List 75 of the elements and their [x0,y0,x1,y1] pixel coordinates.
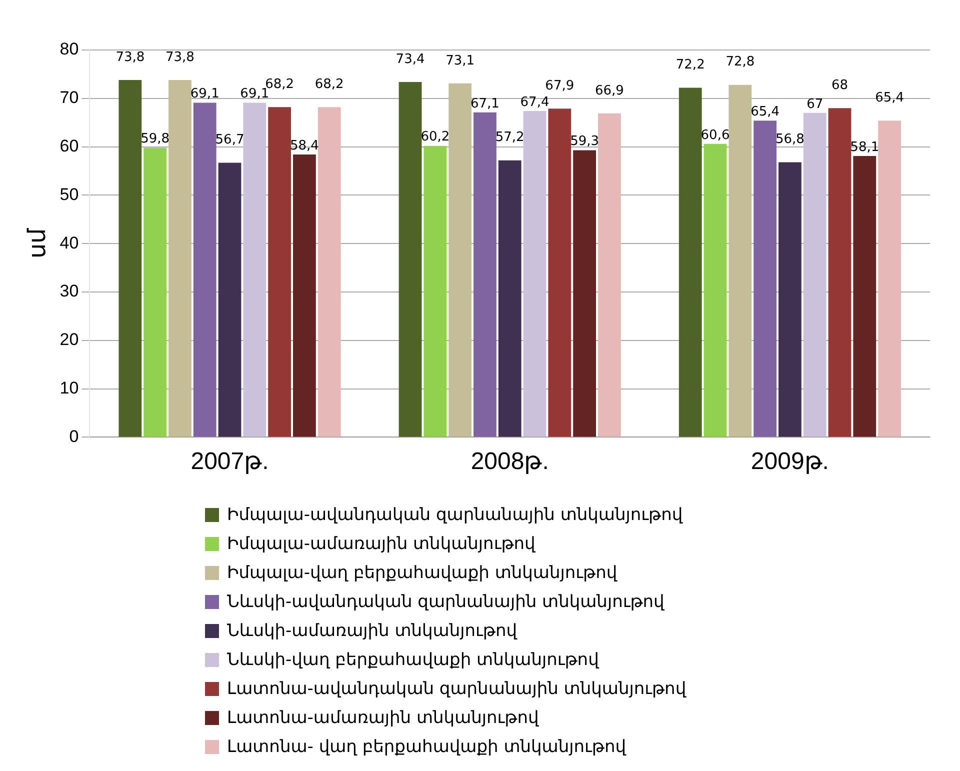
bar [168,80,192,437]
bar [293,154,316,437]
data-label: 72,2 [676,58,705,73]
y-tick-label: 70 [60,88,79,108]
data-label: 56,7 [215,132,244,148]
data-label: 60,2 [420,130,450,145]
bar [448,83,472,437]
bar [523,110,546,437]
data-label: 73,8 [165,50,194,65]
data-label: 66,9 [594,83,624,98]
bar [754,120,777,437]
bar [424,146,447,437]
data-label: 68,2 [314,76,344,92]
bar [268,107,292,437]
legend-label: Լատոնա-ավանդական զարնանային տնկանյութով [227,678,686,698]
data-label: 58,4 [290,138,319,154]
y-tick-label: 80 [60,40,79,59]
data-label: 68,2 [265,76,294,92]
data-label: 58,1 [850,140,880,155]
bar [853,156,876,437]
bar [193,102,216,437]
data-label: 72,8 [726,54,755,70]
bar [548,108,572,437]
y-axis-title: սմ [24,228,52,259]
x-tick-label: 2009թ. [750,448,829,476]
legend-label: Իմպալա-ավանդական զարնանային տնկանյութով [227,504,683,524]
bar [573,150,596,437]
x-tick-label: 2008թ. [470,448,549,476]
bar [878,120,901,437]
data-label: 59,8 [140,132,170,147]
bar [398,82,422,437]
data-label: 73,4 [396,52,425,67]
y-tick-label: 60 [60,136,79,156]
data-label: 67 [806,96,824,112]
data-label: 56,8 [775,132,804,148]
data-label: 67,4 [520,94,550,110]
bar [144,148,167,437]
data-label: 57,2 [495,130,524,146]
y-tick-label: 40 [60,233,79,252]
bar [218,162,242,437]
bar [598,113,621,437]
bar [118,80,142,437]
bar [704,144,727,437]
bar [318,107,341,437]
data-label: 65,4 [750,104,780,120]
legend-label: Իմպալա-ամառային տնկանյութով [227,534,536,554]
data-label: 68 [831,78,848,93]
bar [243,102,266,437]
bar [803,112,826,437]
data-label: 67,1 [470,96,500,112]
y-tick-label: 30 [60,282,79,301]
y-tick-label: 20 [60,330,79,350]
bar [474,112,496,437]
legend-label: Նևսկի-ավանդական զարնանային տնկանյութով [227,592,664,612]
data-label: 59,3 [570,134,600,150]
data-label: 73,1 [446,53,475,68]
legend-label: Նևսկի-վաղ բերքահավաքի տնկանյութով [227,650,599,670]
bar [828,108,852,437]
bar [498,160,522,437]
data-label: 67,9 [545,78,574,94]
legend-label: Իմպալա-վաղ բերքահավաքի տնկանյութով [227,562,618,582]
y-tick-label: 50 [60,184,79,204]
data-label: 60,6 [700,128,730,143]
data-label: 69,1 [190,86,220,102]
legend-label: Նևսկի-ամառային տնկանյութով [227,620,518,640]
y-tick-label: 10 [60,378,79,398]
bar [728,84,752,437]
data-label: 65,4 [875,90,904,106]
data-label: 73,8 [116,50,145,65]
legend-label: Լատոնա-ամառային տնկանյութով [227,708,539,728]
bar [778,162,802,437]
legend-label: Լատոնա- վաղ բերքահավաքի տնկանյութով [227,736,626,756]
y-tick-label: 0 [69,426,79,446]
bar [678,88,702,437]
x-tick-label: 2007թ. [190,448,269,476]
